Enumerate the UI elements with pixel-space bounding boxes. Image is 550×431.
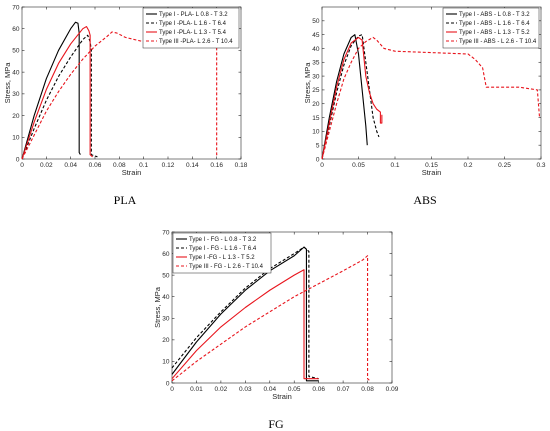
- x-axis-label: Strain: [422, 168, 442, 177]
- x-tick-label: 0.2: [463, 162, 472, 169]
- legend-label-4: Type III - FG - L 2.6 - T 10.4: [189, 264, 264, 270]
- chart-fg: 0 0.01 0.02 0.03 0.04 0.05 0.06 0.07 0.08 0.09 0 10…: [153, 229, 399, 431]
- y-tick-label: 20: [162, 337, 170, 344]
- x-tick-label: 0.04: [263, 386, 276, 393]
- x-tick-label: 0: [20, 162, 24, 169]
- x-axis-label: Strain: [122, 168, 142, 177]
- x-tick-label: 0: [320, 162, 324, 169]
- x-tick-label: 0.1: [390, 162, 399, 169]
- x-tick-label: 0.06: [89, 162, 102, 169]
- y-axis-label: Stress, MPa: [303, 62, 312, 104]
- x-tick-label: 0.3: [536, 162, 545, 169]
- series-line-3: [21, 25, 93, 160]
- series-line-3: [321, 36, 383, 160]
- series-line-3: [171, 269, 319, 380]
- x-tick-label: 0.08: [361, 386, 374, 393]
- x-tick-label: 0.25: [498, 162, 511, 169]
- legend-label-3: Type I - ABS - L 1.3 - T 5.2: [459, 30, 530, 36]
- y-tick-label: 20: [12, 113, 20, 120]
- series-line-1: [171, 246, 319, 382]
- y-tick-label: 35: [312, 60, 320, 67]
- legend-label-2: Type I -PLA- L 1.6 - T 6.4: [159, 21, 227, 27]
- x-tick-label: 0: [170, 386, 174, 393]
- series-line-4: [171, 255, 371, 382]
- y-tick-label: 70: [12, 4, 20, 11]
- chart-caption: PLA: [114, 193, 137, 207]
- x-tick-label: 0.15: [425, 162, 438, 169]
- x-tick-label: 0.1: [139, 162, 148, 169]
- y-tick-label: 40: [12, 69, 20, 76]
- x-tick-label: 0.14: [186, 162, 199, 169]
- y-tick-label: 40: [162, 294, 170, 301]
- y-tick-label: 15: [312, 115, 320, 122]
- legend-box: [442, 7, 540, 49]
- y-tick-label: 20: [312, 101, 320, 108]
- x-tick-label: 0.05: [352, 162, 365, 169]
- y-tick-label: 10: [312, 129, 320, 136]
- legend-label-4: Type III -PLA- L 2.6 - T 10.4: [159, 39, 233, 45]
- y-tick-label: 50: [12, 48, 20, 55]
- x-tick-label: 0.18: [235, 162, 248, 169]
- legend-label-1: Type I - PLA- L 0.8 - T 3.2: [159, 12, 228, 18]
- y-tick-label: 25: [312, 87, 320, 94]
- x-tick-label: 0.12: [162, 162, 175, 169]
- chart-abs: 0 0.05 0.1 0.15 0.2 0.25 0.3 0 5 10 15 20 25 30 35 40 45…: [303, 6, 546, 207]
- x-tick-label: 0.03: [239, 386, 252, 393]
- x-tick-label: 0.05: [288, 386, 301, 393]
- legend: Type I - ABS - L 0.8 - T 3.2 Type I - ABS…: [442, 7, 540, 49]
- series-line-2: [21, 34, 98, 160]
- legend-label-3: Type I -FG - L 1.3 - T 5.2: [189, 255, 255, 261]
- legend-label-2: Type I - ABS - L 1.6 - T 6.4: [459, 21, 530, 27]
- y-tick-label: 0: [166, 380, 170, 387]
- y-tick-label: 10: [12, 135, 20, 142]
- y-tick-label: 0: [316, 156, 320, 163]
- x-tick-label: 0.02: [215, 386, 228, 393]
- legend-label-4: Type III - ABS - L 2.6 - T 10.4: [459, 39, 537, 45]
- y-tick-label: 10: [162, 359, 170, 366]
- series-line-2: [171, 246, 319, 380]
- series-line-1: [321, 34, 368, 160]
- y-tick-label: 60: [12, 26, 20, 33]
- y-tick-label: 60: [162, 251, 170, 258]
- legend-label-1: Type I - ABS - L 0.8 - T 3.2: [459, 12, 530, 18]
- legend: Type I - PLA- L 0.8 - T 3.2 Type I -PLA- …: [142, 7, 240, 49]
- x-tick-label: 0.16: [210, 162, 223, 169]
- y-tick-label: 70: [162, 229, 170, 236]
- legend-box: [172, 232, 272, 274]
- y-tick-label: 45: [312, 32, 320, 39]
- legend-label-1: Type I - FG - L 0.8 - T 3.2: [189, 237, 257, 243]
- x-axis-label: Strain: [272, 392, 292, 401]
- x-tick-label: 0.06: [312, 386, 325, 393]
- series-line-1: [21, 21, 81, 160]
- y-tick-label: 50: [162, 272, 170, 279]
- legend-box: [142, 7, 240, 49]
- y-tick-label: 30: [12, 91, 20, 98]
- series-line-4: [321, 36, 541, 160]
- legend-label-3: Type I -PLA- L 1.3 - T 5.4: [159, 30, 227, 36]
- y-axis-label: Stress, MPa: [153, 286, 162, 328]
- chart-pla: 0 0.02 0.04 0.06 0.08 0.1 0.12 0.14 0.16 0.18 0 10 2…: [3, 4, 248, 207]
- legend-label-2: Type I - FG - L 1.6 - T 6.4: [189, 246, 257, 252]
- legend: Type I - FG - L 0.8 - T 3.2 Type I - FG -…: [172, 232, 272, 274]
- x-tick-label: 0.04: [64, 162, 77, 169]
- y-tick-label: 30: [312, 73, 320, 80]
- y-axis-label: Stress, MPa: [3, 62, 12, 104]
- chart-caption: ABS: [413, 193, 436, 207]
- y-tick-label: 0: [16, 156, 20, 163]
- series-line-2: [321, 34, 380, 160]
- x-tick-label: 0.01: [190, 386, 203, 393]
- x-tick-label: 0.09: [386, 386, 399, 393]
- y-tick-label: 50: [312, 18, 320, 25]
- y-tick-label: 5: [316, 142, 320, 149]
- x-tick-label: 0.07: [337, 386, 350, 393]
- y-tick-label: 40: [312, 46, 320, 53]
- x-tick-label: 0.08: [113, 162, 126, 169]
- y-tick-label: 30: [162, 316, 170, 323]
- x-tick-label: 0.02: [40, 162, 53, 169]
- chart-caption: FG: [268, 417, 284, 431]
